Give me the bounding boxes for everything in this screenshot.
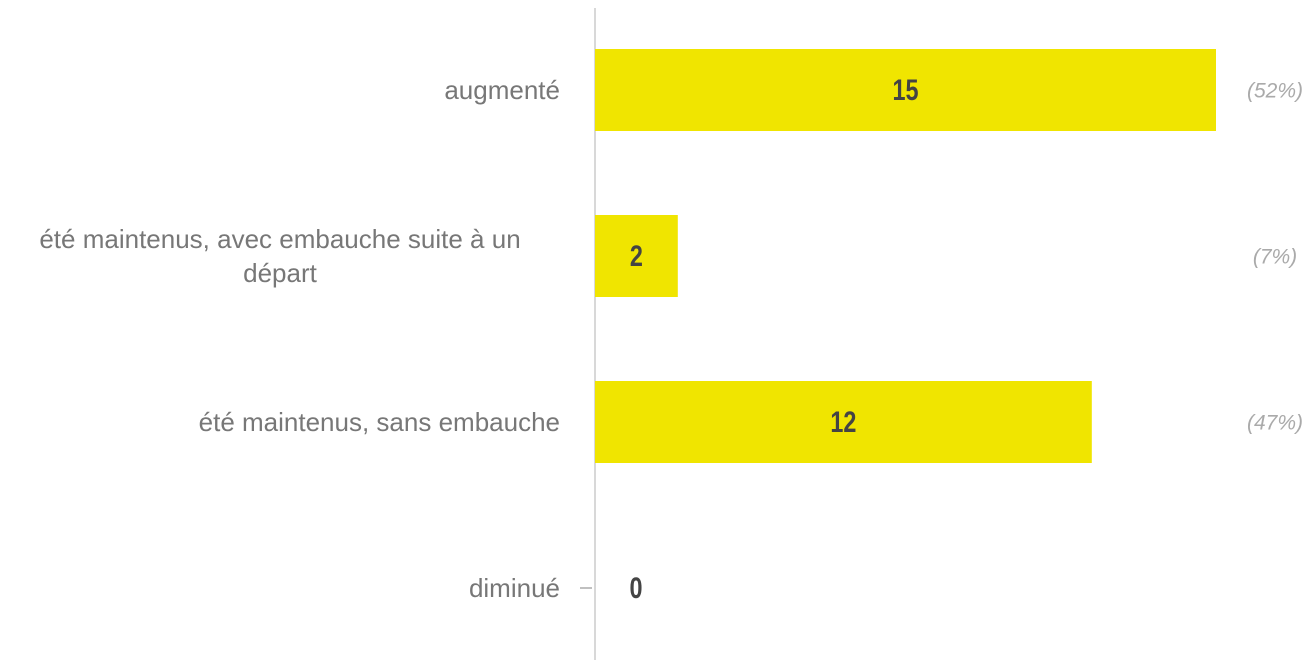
value-label: 12 [830,405,856,438]
category-text: été maintenus, avec embauche suite à un … [39,224,521,288]
category-label: augmenté [0,45,560,135]
category-text: diminué [468,573,560,603]
category-text: été maintenus, sans embauche [198,407,560,437]
percent-label: (47%) [1247,412,1303,435]
bar [595,49,1216,131]
category-label: été maintenus, sans embauche [0,377,560,467]
value-label: 2 [630,239,643,272]
value-label: 15 [892,73,918,106]
percent-label: (52%) [1247,80,1303,103]
category-label: diminué [0,543,560,633]
category-label: été maintenus, avec embauche suite à un … [0,211,560,301]
bar [595,381,1092,463]
percent-label: (7%) [1253,246,1297,269]
category-text: augmenté [444,75,560,105]
bar [595,215,678,297]
value-label: 0 [629,571,642,604]
